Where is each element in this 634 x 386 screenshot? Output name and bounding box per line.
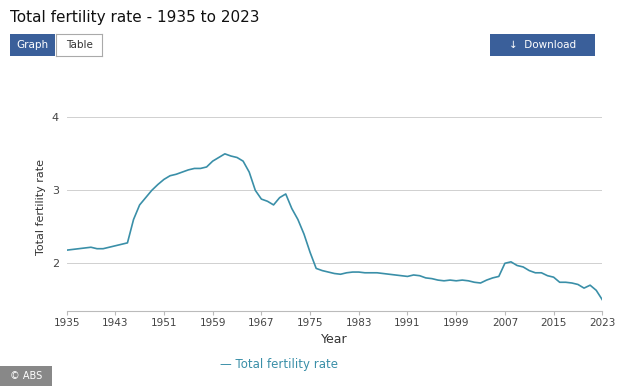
Text: — Total fertility rate: — Total fertility rate	[220, 358, 338, 371]
X-axis label: Year: Year	[321, 333, 347, 346]
Text: ↓  Download: ↓ Download	[509, 40, 576, 50]
Text: Total fertility rate - 1935 to 2023: Total fertility rate - 1935 to 2023	[10, 10, 259, 25]
Y-axis label: Total fertility rate: Total fertility rate	[36, 159, 46, 256]
Text: © ABS: © ABS	[10, 371, 42, 381]
Text: Table: Table	[66, 40, 93, 50]
Text: Graph: Graph	[16, 40, 48, 50]
